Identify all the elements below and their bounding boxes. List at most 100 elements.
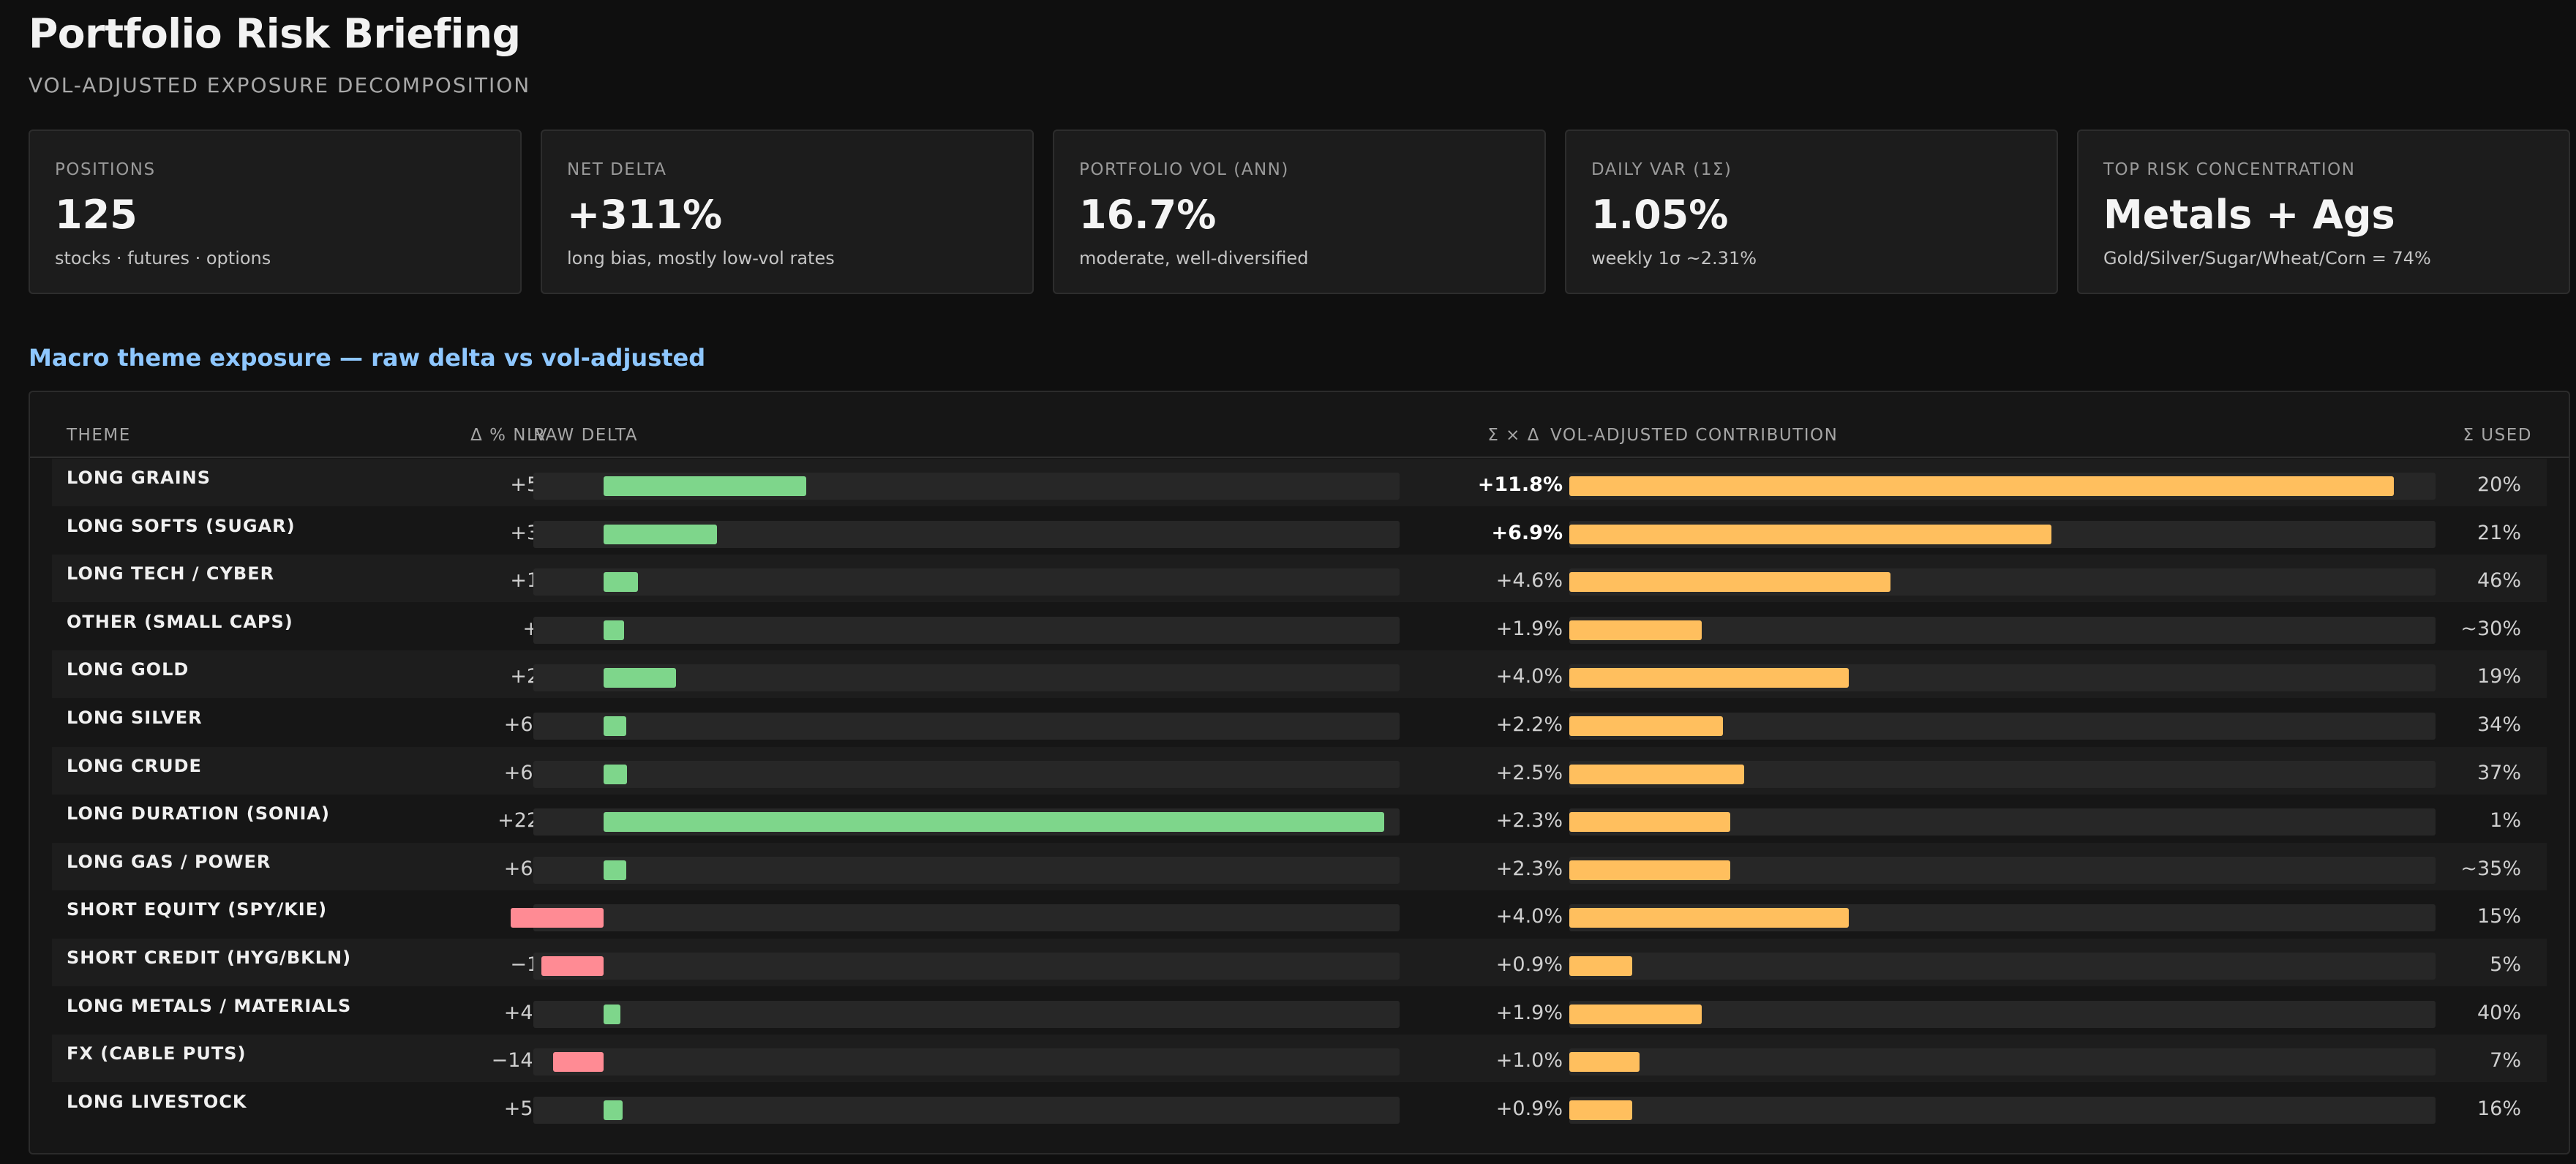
sigma-used-value: 40% [2477, 1001, 2521, 1024]
vol-adjusted-bar [1569, 668, 1849, 688]
raw-delta-track [533, 808, 1400, 836]
theme-label: FX (CABLE PUTS) [67, 1043, 247, 1065]
table-row: LONG TECH / CYBER+10%+4.6%46% [52, 555, 2547, 603]
table-row: OTHER (SMALL CAPS)+6%+1.9%~30% [52, 603, 2547, 650]
raw-delta-bar [604, 1004, 620, 1024]
sigma-used-value: 21% [2477, 521, 2521, 544]
sigma-delta-value: +6.9% [1491, 521, 1563, 544]
card-label: DAILY VAR (1Σ) [1591, 160, 1732, 179]
raw-delta-track [533, 616, 1400, 644]
sigma-delta-value: +1.9% [1495, 617, 1563, 640]
vol-adjusted-track [1569, 760, 2436, 788]
sigma-delta-value: +4.0% [1495, 665, 1563, 688]
vol-adjusted-bar [1569, 476, 2394, 496]
raw-delta-track [533, 953, 1400, 980]
sigma-used-value: 5% [2490, 953, 2521, 976]
theme-label: LONG GRAINS [67, 468, 211, 488]
raw-delta-bar [604, 572, 638, 593]
vol-adjusted-bar [1569, 716, 1724, 736]
vol-adjusted-track [1569, 808, 2436, 836]
vol-adjusted-bar [1569, 1100, 1632, 1120]
raw-delta-track [533, 520, 1400, 548]
sigma-used-value: 7% [2490, 1049, 2521, 1073]
sigma-delta-value: +0.9% [1495, 953, 1563, 976]
table-row: LONG DURATION (SONIA)+227%+2.3%1% [52, 795, 2547, 842]
sigma-delta-value: +4.0% [1495, 905, 1563, 928]
vol-adjusted-bar [1569, 956, 1632, 976]
raw-delta-track [533, 473, 1400, 500]
sigma-delta-value: +4.6% [1495, 569, 1563, 593]
sigma-delta-value: +2.3% [1495, 857, 1563, 880]
vol-adjusted-bar [1569, 764, 1744, 784]
card-value: +311% [567, 192, 723, 238]
vol-adjusted-bar [1569, 860, 1730, 880]
theme-label: LONG SOFTS (SUGAR) [67, 515, 296, 536]
table-row: LONG GOLD+21%+4.0%19% [52, 650, 2547, 699]
theme-label: SHORT EQUITY (SPY/KIE) [67, 899, 328, 920]
card-note: long bias, mostly low-vol rates [567, 248, 835, 269]
card-daily-var: DAILY VAR (1Σ) 1.05% weekly 1σ ~2.31% [1565, 129, 2058, 294]
table-header: THEME Δ % NLV RAW DELTA Σ × Δ VOL-ADJUST… [30, 392, 2569, 458]
vol-adjusted-track [1569, 1096, 2436, 1124]
sigma-used-value: ~35% [2460, 857, 2521, 880]
sigma-used-value: 34% [2477, 713, 2521, 736]
card-label: TOP RISK CONCENTRATION [2103, 160, 2356, 179]
raw-delta-track [533, 713, 1400, 740]
card-portfolio-vol: PORTFOLIO VOL (ANN) 16.7% moderate, well… [1053, 129, 1546, 294]
card-note: Gold/Silver/Sugar/Wheat/Corn = 74% [2103, 248, 2431, 269]
theme-label: LONG DURATION (SONIA) [67, 803, 330, 825]
table-row: LONG SILVER+6.5%+2.2%34% [52, 699, 2547, 746]
table-row: LONG CRUDE+6.8%+2.5%37% [52, 746, 2547, 795]
theme-label: LONG CRUDE [67, 755, 202, 776]
header-sigma-used: Σ USED [2463, 426, 2532, 445]
table-row: SHORT EQUITY (SPY/KIE)−27%+4.0%15% [52, 890, 2547, 938]
card-label: POSITIONS [55, 160, 156, 179]
sigma-used-value: 46% [2477, 569, 2521, 593]
sigma-delta-value: +1.0% [1495, 1049, 1563, 1073]
raw-delta-bar [604, 1100, 623, 1120]
theme-label: LONG LIVESTOCK [67, 1091, 247, 1112]
sigma-used-value: 20% [2477, 473, 2521, 496]
card-value: 16.7% [1079, 192, 1217, 238]
vol-adjusted-track [1569, 616, 2436, 644]
table-row: FX (CABLE PUTS) −14.7% +1.0% 7% [52, 1035, 2547, 1083]
header-theme: THEME [67, 426, 131, 445]
vol-adjusted-bar [1569, 1052, 1640, 1073]
raw-delta-bar [541, 956, 604, 976]
vol-adjusted-track [1569, 520, 2436, 548]
header-vol-adjusted: VOL-ADJUSTED CONTRIBUTION [1550, 426, 1839, 445]
header-raw-delta: RAW DELTA [533, 426, 638, 445]
card-note: moderate, well-diversified [1079, 248, 1309, 269]
raw-delta-bar [604, 476, 807, 496]
raw-delta-bar [604, 524, 718, 544]
vol-adjusted-bar [1569, 1004, 1702, 1024]
raw-delta-bar [604, 764, 627, 784]
card-note: stocks · futures · options [55, 248, 271, 269]
card-label: NET DELTA [567, 160, 667, 179]
sigma-delta-value: +1.9% [1495, 1001, 1563, 1024]
theme-label: LONG GAS / POWER [67, 851, 271, 872]
theme-label: OTHER (SMALL CAPS) [67, 611, 293, 632]
theme-label: SHORT CREDIT (HYG/BKLN) [67, 947, 352, 968]
vol-adjusted-track [1569, 713, 2436, 740]
sigma-used-value: 19% [2477, 665, 2521, 688]
raw-delta-track [511, 904, 1400, 932]
sigma-used-value: ~30% [2460, 617, 2521, 640]
card-note: weekly 1σ ~2.31% [1591, 248, 1757, 269]
raw-delta-track [533, 568, 1400, 596]
vol-adjusted-track [1569, 856, 2436, 884]
raw-delta-bar [604, 860, 627, 880]
header-sigma-delta: Σ × Δ [1487, 426, 1540, 445]
theme-label: LONG GOLD [67, 659, 189, 680]
theme-label: LONG TECH / CYBER [67, 563, 275, 585]
vol-adjusted-track [1569, 568, 2436, 596]
vol-adjusted-bar [1569, 908, 1849, 928]
summary-cards: POSITIONS 125 stocks · futures · options… [29, 129, 2570, 294]
table-row: LONG GRAINS+59%+11.8%20% [52, 459, 2547, 506]
raw-delta-bar [511, 908, 604, 928]
table-row: SHORT CREDIT (HYG/BKLN)−18%+0.9%5% [52, 939, 2547, 986]
theme-label: LONG SILVER [67, 707, 203, 728]
theme-label: LONG METALS / MATERIALS [67, 995, 352, 1016]
sigma-delta-value: +11.8% [1477, 473, 1563, 496]
